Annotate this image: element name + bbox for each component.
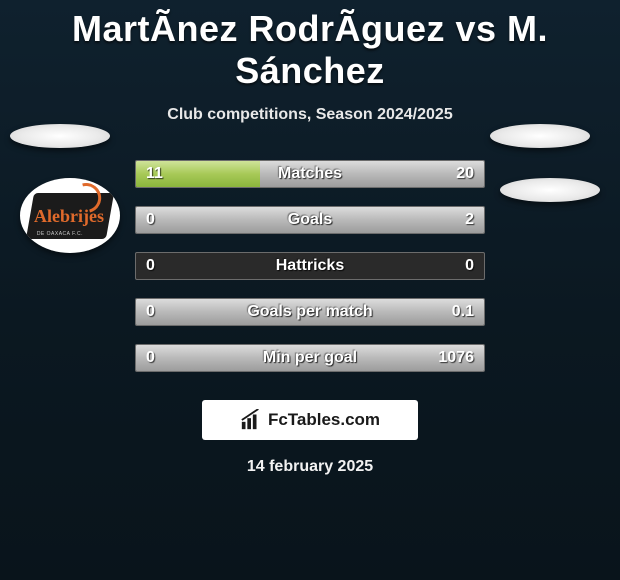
metric-row: 00.1Goals per match (0, 298, 620, 326)
metric-label: Matches (136, 161, 484, 187)
bars-icon (240, 409, 262, 431)
metric-bar: 00.1Goals per match (135, 298, 485, 326)
metric-label: Goals per match (136, 299, 484, 325)
metric-bar: 1120Matches (135, 160, 485, 188)
branding-badge: FcTables.com (202, 400, 418, 440)
metric-bar: 00Hattricks (135, 252, 485, 280)
snapshot-date: 14 february 2025 (0, 458, 620, 476)
page-title: MartÃnez RodrÃguez vs M. Sánchez (0, 0, 620, 92)
metric-label: Hattricks (136, 253, 484, 279)
page-subtitle: Club competitions, Season 2024/2025 (0, 106, 620, 124)
metric-row: 1120Matches (0, 160, 620, 188)
metric-bar: 02Goals (135, 206, 485, 234)
metric-row: 00Hattricks (0, 252, 620, 280)
branding-text: FcTables.com (268, 410, 380, 430)
player-right-platform (490, 124, 590, 148)
metric-row: 01076Min per goal (0, 344, 620, 372)
player-left-platform (10, 124, 110, 148)
metric-bar: 01076Min per goal (135, 344, 485, 372)
metric-label: Goals (136, 207, 484, 233)
metric-row: 02Goals (0, 206, 620, 234)
metric-label: Min per goal (136, 345, 484, 371)
